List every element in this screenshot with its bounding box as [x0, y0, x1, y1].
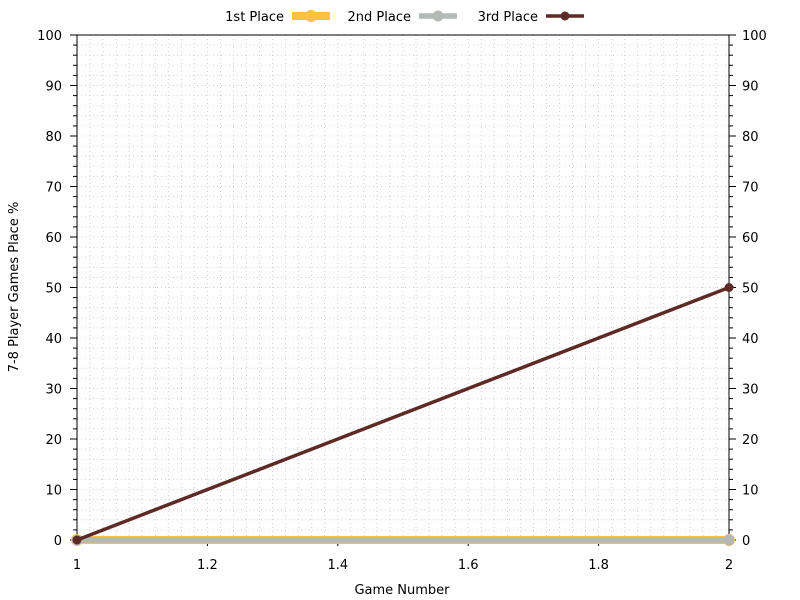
- x-tick-label: 1.2: [197, 558, 218, 573]
- y-tick-label: 10: [45, 484, 62, 499]
- legend-label: 1st Place: [225, 10, 284, 25]
- y-tick-label-right: 60: [742, 231, 759, 246]
- y-axis-label: 7-8 Player Games Place %: [7, 202, 22, 373]
- y-tick-label: 70: [45, 181, 62, 196]
- y-tick-label: 40: [45, 332, 62, 347]
- y-tick-label: 30: [45, 383, 62, 398]
- y-tick-labels-left: 0 10 20 30 40 50 60 70 80 90 100: [37, 29, 62, 549]
- grid: [77, 35, 729, 540]
- legend-swatch-marker: [432, 10, 444, 22]
- y-tick-label: 50: [45, 282, 62, 297]
- y-tick-label-right: 50: [742, 282, 759, 297]
- y-tick-label-right: 10: [742, 484, 759, 499]
- y-tick-label-right: 90: [742, 80, 759, 95]
- y-tick-label-right: 20: [742, 433, 759, 448]
- x-tick-label: 2: [725, 558, 733, 573]
- y-tick-label-right: 30: [742, 383, 759, 398]
- y-tick-labels-right: 0 10 20 30 40 50 60 70 80 90 100: [742, 29, 767, 549]
- y-tick-label-right: 40: [742, 332, 759, 347]
- y-tick-label-right: 80: [742, 130, 759, 145]
- legend-item: 2nd Place: [348, 10, 457, 25]
- series-layer: [71, 283, 735, 546]
- series-line: [75, 285, 731, 542]
- y-tick-label: 90: [45, 80, 62, 95]
- x-tick-label: 1: [73, 558, 81, 573]
- legend-item: 3rd Place: [478, 10, 584, 25]
- data-point: [724, 283, 734, 292]
- y-tick-label: 20: [45, 433, 62, 448]
- y-tick-label: 60: [45, 231, 62, 246]
- legend-item: 1st Place: [225, 10, 330, 25]
- legend-swatch-marker: [560, 11, 570, 21]
- y-tick-label: 80: [45, 130, 62, 145]
- data-point: [72, 535, 82, 545]
- x-axis-label: Game Number: [354, 583, 450, 598]
- legend-swatch-marker: [305, 10, 317, 22]
- axis-ticks: [70, 34, 736, 546]
- legend-label: 2nd Place: [348, 10, 411, 25]
- series-3: [72, 283, 734, 545]
- y-tick-label-right: 0: [742, 534, 750, 549]
- legend-label: 3rd Place: [478, 10, 538, 25]
- x-tick-label: 1.8: [588, 558, 609, 573]
- x-tick-label: 1.4: [327, 558, 348, 573]
- y-tick-label-right: 100: [742, 29, 767, 44]
- y-tick-label: 0: [54, 534, 62, 549]
- y-tick-label: 100: [37, 29, 62, 44]
- y-tick-label-right: 70: [742, 181, 759, 196]
- x-tick-labels: 1 1.2 1.4 1.6 1.8 2: [73, 558, 733, 573]
- legend: 1st Place 2nd Place 3rd Place: [225, 10, 584, 25]
- data-point: [723, 534, 735, 546]
- x-tick-label: 1.6: [458, 558, 479, 573]
